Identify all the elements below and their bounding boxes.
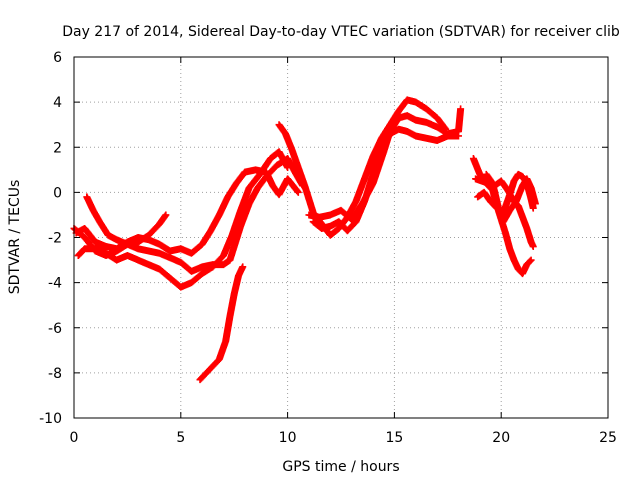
x-tick-label: 25 [599,430,617,446]
data-series [72,166,302,257]
y-tick-label: -4 [48,276,62,292]
y-tick-label: -2 [48,231,62,247]
y-tick-label: 4 [53,95,62,111]
plus-markers [309,125,462,235]
plus-markers [83,193,170,248]
y-axis-label: SDTVAR / TECUs [7,180,23,295]
y-tick-label: 2 [53,140,62,156]
data-series [74,148,292,291]
x-tick-label: 20 [492,430,510,446]
plus-markers [482,170,539,226]
y-tick-label: 0 [53,185,62,201]
data-points [70,96,539,384]
data-series [70,155,307,275]
data-series [83,193,170,248]
y-tick-label: -10 [39,411,62,427]
x-axis-label: GPS time / hours [282,459,399,475]
data-series [196,263,247,384]
y-tick-label: -8 [48,366,62,382]
y-tick-label: -6 [48,321,62,337]
data-series [482,170,539,226]
data-series [275,96,450,239]
x-tick-label: 0 [70,430,79,446]
plus-markers [74,148,292,291]
x-tick-label: 10 [279,430,297,446]
plus-markers [70,155,307,275]
plus-markers [196,263,247,384]
data-series [309,125,462,235]
plus-markers [275,96,450,239]
chart-title: Day 217 of 2014, Sidereal Day-to-day VTE… [62,24,620,40]
y-tick-label: 6 [53,50,62,66]
plus-markers [72,166,302,257]
axis-ticks: 0 5 10 15 20 25 -10 -8 -6 -4 -2 0 2 4 6 [39,50,617,446]
x-tick-label: 15 [385,430,403,446]
x-tick-label: 5 [176,430,185,446]
